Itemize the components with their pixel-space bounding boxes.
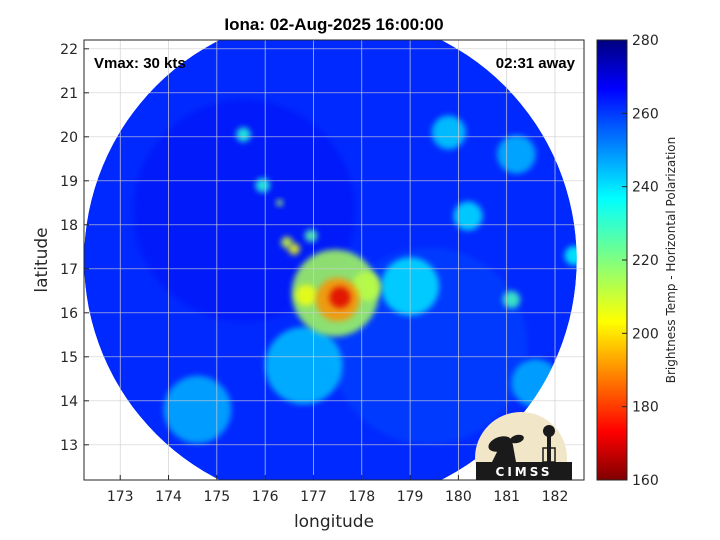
y-tick-label: 15 xyxy=(60,350,78,366)
y-tick-label: 18 xyxy=(60,218,78,234)
y-tick-label: 14 xyxy=(60,394,78,410)
colorbar-ticks: 160 180 200 220 240 260 280 xyxy=(622,33,659,489)
y-tick-label: 17 xyxy=(60,262,78,278)
cimss-logo: CIMSS xyxy=(475,412,572,480)
x-tick-label: 175 xyxy=(203,489,230,505)
x-tick-label: 174 xyxy=(155,489,182,505)
x-axis-label: longitude xyxy=(294,512,374,532)
brightness-feature xyxy=(265,326,343,405)
brightness-feature xyxy=(352,271,382,301)
x-tick-label: 178 xyxy=(348,489,375,505)
x-axis-ticks: 173 174 175 176 177 178 179 180 181 182 xyxy=(107,475,569,505)
x-tick-label: 177 xyxy=(300,489,327,505)
brightness-feature xyxy=(502,290,521,309)
colorbar-tick-label: 240 xyxy=(632,180,659,196)
vmax-annotation: Vmax: 30 kts xyxy=(94,55,186,72)
y-tick-label: 21 xyxy=(60,86,78,102)
colorbar-tick-label: 160 xyxy=(632,473,659,489)
colorbar-tick-label: 260 xyxy=(632,106,659,122)
brightness-feature xyxy=(236,127,251,142)
brightness-feature xyxy=(453,201,483,231)
brightness-feature xyxy=(163,375,232,444)
colorbar-tick-label: 220 xyxy=(632,253,659,269)
x-tick-label: 181 xyxy=(493,489,520,505)
brightness-feature xyxy=(497,135,536,174)
x-tick-label: 176 xyxy=(252,489,279,505)
brightness-feature xyxy=(304,229,318,243)
swath-texture xyxy=(133,99,356,322)
y-tick-label: 16 xyxy=(60,306,78,322)
colorbar-tick-label: 280 xyxy=(632,33,659,49)
brightness-feature xyxy=(288,243,300,255)
x-tick-label: 182 xyxy=(542,489,569,505)
x-tick-label: 180 xyxy=(445,489,472,505)
y-axis-ticks: 13 14 15 16 17 18 19 20 21 22 xyxy=(60,42,89,454)
x-tick-label: 179 xyxy=(397,489,424,505)
chart-title: Iona: 02-Aug-2025 16:00:00 xyxy=(224,15,443,34)
brightness-feature xyxy=(564,245,577,266)
y-tick-label: 13 xyxy=(60,438,78,454)
y-axis-label: latitude xyxy=(32,227,52,292)
time-away-annotation: 02:31 away xyxy=(496,55,576,72)
colorbar-tick-label: 180 xyxy=(632,400,659,416)
y-tick-label: 22 xyxy=(60,42,78,58)
brightness-feature xyxy=(295,284,317,306)
x-tick-label: 173 xyxy=(107,489,134,505)
brightness-feature xyxy=(329,286,351,309)
swath-texture xyxy=(330,247,528,445)
colorbar-tick-label: 200 xyxy=(632,326,659,342)
brightness-feature xyxy=(255,177,270,193)
grid-lines xyxy=(84,40,584,480)
colorbar-label: Brightness Temp - Horizontal Polarizatio… xyxy=(664,137,678,384)
plot-frame xyxy=(83,39,585,481)
brightness-feature xyxy=(276,199,284,207)
y-tick-label: 19 xyxy=(60,174,78,190)
y-tick-label: 20 xyxy=(60,130,78,146)
brightness-feature xyxy=(431,115,466,150)
logo-text: CIMSS xyxy=(496,465,553,479)
